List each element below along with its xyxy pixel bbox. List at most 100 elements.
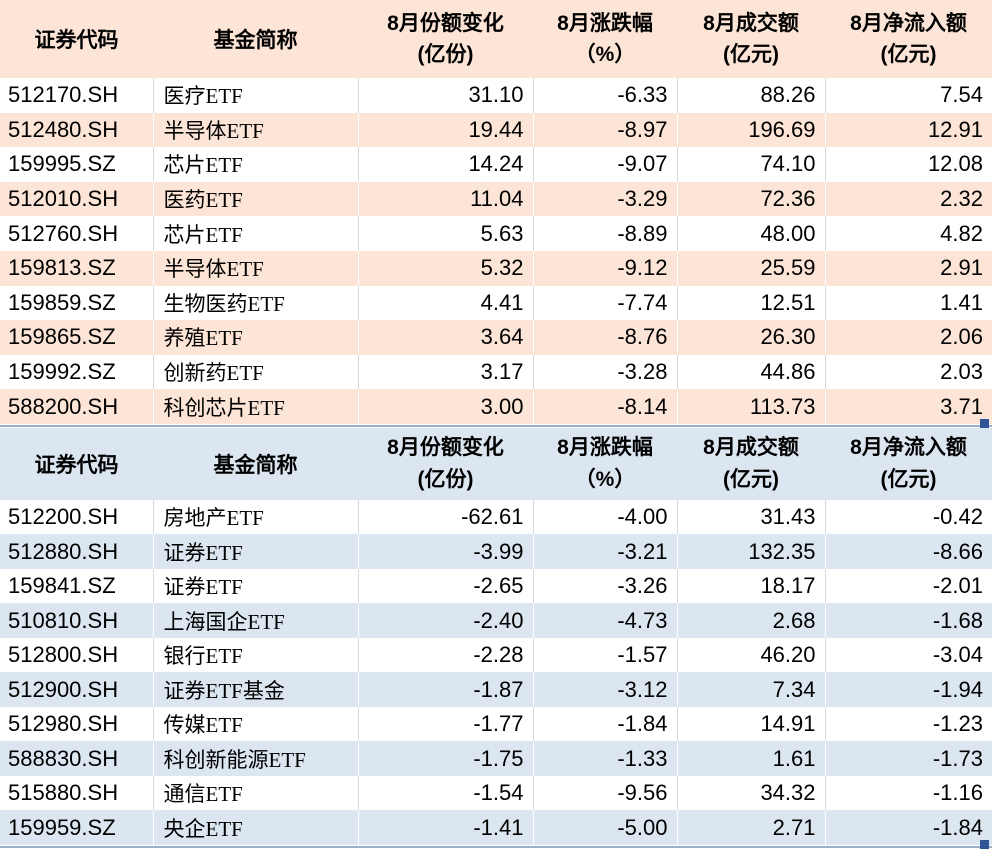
cell-code[interactable]: 512800.SH <box>0 637 154 673</box>
cell-turnover[interactable]: 72.36 <box>677 181 826 217</box>
cell-fund-name[interactable]: 医药ETF <box>153 181 359 217</box>
cell-share-change[interactable]: 5.32 <box>358 250 534 286</box>
col-header-pct-change[interactable]: 8月涨跌幅 （%） <box>533 0 677 78</box>
col-header-code[interactable]: 证券代码 <box>0 427 153 500</box>
cell-share-change[interactable]: -3.99 <box>358 534 534 569</box>
cell-pct-change[interactable]: -5.00 <box>533 810 678 845</box>
cell-turnover[interactable]: 113.73 <box>677 389 826 424</box>
cell-fund-name[interactable]: 半导体ETF <box>153 250 359 286</box>
cell-pct-change[interactable]: -3.12 <box>533 672 678 707</box>
cell-net-inflow[interactable]: -1.16 <box>825 775 992 811</box>
cell-net-inflow[interactable]: 12.91 <box>825 112 992 148</box>
cell-turnover[interactable]: 74.10 <box>677 147 826 182</box>
cell-share-change[interactable]: 11.04 <box>358 181 534 217</box>
fill-handle[interactable] <box>980 418 989 428</box>
cell-turnover[interactable]: 25.59 <box>677 250 826 286</box>
cell-share-change[interactable]: -1.75 <box>358 741 534 776</box>
col-header-name[interactable]: 基金简称 <box>153 427 358 500</box>
cell-turnover[interactable]: 18.17 <box>677 568 826 604</box>
cell-pct-change[interactable]: -1.84 <box>533 706 678 742</box>
cell-turnover[interactable]: 7.34 <box>677 672 826 707</box>
cell-fund-name[interactable]: 证券ETF <box>153 534 359 569</box>
cell-code[interactable]: 159959.SZ <box>0 810 154 845</box>
cell-code[interactable]: 512880.SH <box>0 534 154 569</box>
col-header-net-inflow[interactable]: 8月净流入额 (亿元) <box>825 0 992 78</box>
cell-net-inflow[interactable]: 2.91 <box>825 250 992 286</box>
cell-turnover[interactable]: 196.69 <box>677 112 826 148</box>
cell-fund-name[interactable]: 养殖ETF <box>153 320 359 355</box>
cell-share-change[interactable]: 4.41 <box>358 285 534 321</box>
cell-pct-change[interactable]: -3.21 <box>533 534 678 569</box>
cell-turnover[interactable]: 1.61 <box>677 741 826 776</box>
cell-fund-name[interactable]: 创新药ETF <box>153 354 359 390</box>
col-header-name[interactable]: 基金简称 <box>153 0 358 78</box>
cell-pct-change[interactable]: -4.00 <box>533 499 678 535</box>
cell-share-change[interactable]: -62.61 <box>358 499 534 535</box>
cell-net-inflow[interactable]: 3.71 <box>825 389 992 424</box>
cell-pct-change[interactable]: -1.57 <box>533 637 678 673</box>
cell-pct-change[interactable]: -3.29 <box>533 181 678 217</box>
cell-code[interactable]: 159865.SZ <box>0 320 154 355</box>
cell-code[interactable]: 159841.SZ <box>0 568 154 604</box>
cell-fund-name[interactable]: 证券ETF <box>153 568 359 604</box>
cell-share-change[interactable]: -1.87 <box>358 672 534 707</box>
cell-net-inflow[interactable]: -1.84 <box>825 810 992 845</box>
cell-code[interactable]: 588200.SH <box>0 389 154 424</box>
cell-net-inflow[interactable]: 2.06 <box>825 320 992 355</box>
cell-turnover[interactable]: 2.68 <box>677 603 826 638</box>
cell-fund-name[interactable]: 科创新能源ETF <box>153 741 359 776</box>
cell-turnover[interactable]: 12.51 <box>677 285 826 321</box>
cell-net-inflow[interactable]: 2.32 <box>825 181 992 217</box>
cell-fund-name[interactable]: 央企ETF <box>153 810 359 845</box>
cell-turnover[interactable]: 48.00 <box>677 216 826 251</box>
cell-pct-change[interactable]: -8.89 <box>533 216 678 251</box>
cell-code[interactable]: 588830.SH <box>0 741 154 776</box>
cell-turnover[interactable]: 46.20 <box>677 637 826 673</box>
cell-share-change[interactable]: 3.00 <box>358 389 534 424</box>
cell-net-inflow[interactable]: -1.23 <box>825 706 992 742</box>
cell-pct-change[interactable]: -7.74 <box>533 285 678 321</box>
cell-net-inflow[interactable]: -1.73 <box>825 741 992 776</box>
cell-share-change[interactable]: 19.44 <box>358 112 534 148</box>
cell-code[interactable]: 512480.SH <box>0 112 154 148</box>
col-header-net-inflow[interactable]: 8月净流入额 (亿元) <box>825 427 992 500</box>
cell-code[interactable]: 159992.SZ <box>0 354 154 390</box>
cell-fund-name[interactable]: 传媒ETF <box>153 706 359 742</box>
cell-pct-change[interactable]: -9.56 <box>533 775 678 811</box>
cell-turnover[interactable]: 14.91 <box>677 706 826 742</box>
cell-net-inflow[interactable]: 1.41 <box>825 285 992 321</box>
cell-pct-change[interactable]: -8.76 <box>533 320 678 355</box>
cell-share-change[interactable]: -1.54 <box>358 775 534 811</box>
col-header-code[interactable]: 证券代码 <box>0 0 153 78</box>
cell-turnover[interactable]: 34.32 <box>677 775 826 811</box>
cell-share-change[interactable]: -2.40 <box>358 603 534 638</box>
cell-code[interactable]: 512900.SH <box>0 672 154 707</box>
cell-code[interactable]: 512170.SH <box>0 78 154 113</box>
cell-fund-name[interactable]: 房地产ETF <box>153 499 359 535</box>
cell-turnover[interactable]: 132.35 <box>677 534 826 569</box>
cell-net-inflow[interactable]: 2.03 <box>825 354 992 390</box>
cell-fund-name[interactable]: 芯片ETF <box>153 216 359 251</box>
cell-net-inflow[interactable]: -1.68 <box>825 603 992 638</box>
cell-code[interactable]: 159813.SZ <box>0 250 154 286</box>
cell-fund-name[interactable]: 证券ETF基金 <box>153 672 359 707</box>
cell-share-change[interactable]: 3.64 <box>358 320 534 355</box>
cell-turnover[interactable]: 44.86 <box>677 354 826 390</box>
cell-share-change[interactable]: 14.24 <box>358 147 534 182</box>
cell-pct-change[interactable]: -9.07 <box>533 147 678 182</box>
cell-turnover[interactable]: 26.30 <box>677 320 826 355</box>
cell-turnover[interactable]: 2.71 <box>677 810 826 845</box>
cell-pct-change[interactable]: -1.33 <box>533 741 678 776</box>
cell-share-change[interactable]: -1.41 <box>358 810 534 845</box>
cell-share-change[interactable]: -2.65 <box>358 568 534 604</box>
cell-code[interactable]: 512200.SH <box>0 499 154 535</box>
cell-share-change[interactable]: 31.10 <box>358 78 534 113</box>
col-header-pct-change[interactable]: 8月涨跌幅 （%） <box>533 427 677 500</box>
cell-code[interactable]: 159859.SZ <box>0 285 154 321</box>
cell-fund-name[interactable]: 银行ETF <box>153 637 359 673</box>
cell-pct-change[interactable]: -3.26 <box>533 568 678 604</box>
cell-code[interactable]: 512010.SH <box>0 181 154 217</box>
cell-pct-change[interactable]: -8.14 <box>533 389 678 424</box>
cell-fund-name[interactable]: 芯片ETF <box>153 147 359 182</box>
cell-share-change[interactable]: 3.17 <box>358 354 534 390</box>
